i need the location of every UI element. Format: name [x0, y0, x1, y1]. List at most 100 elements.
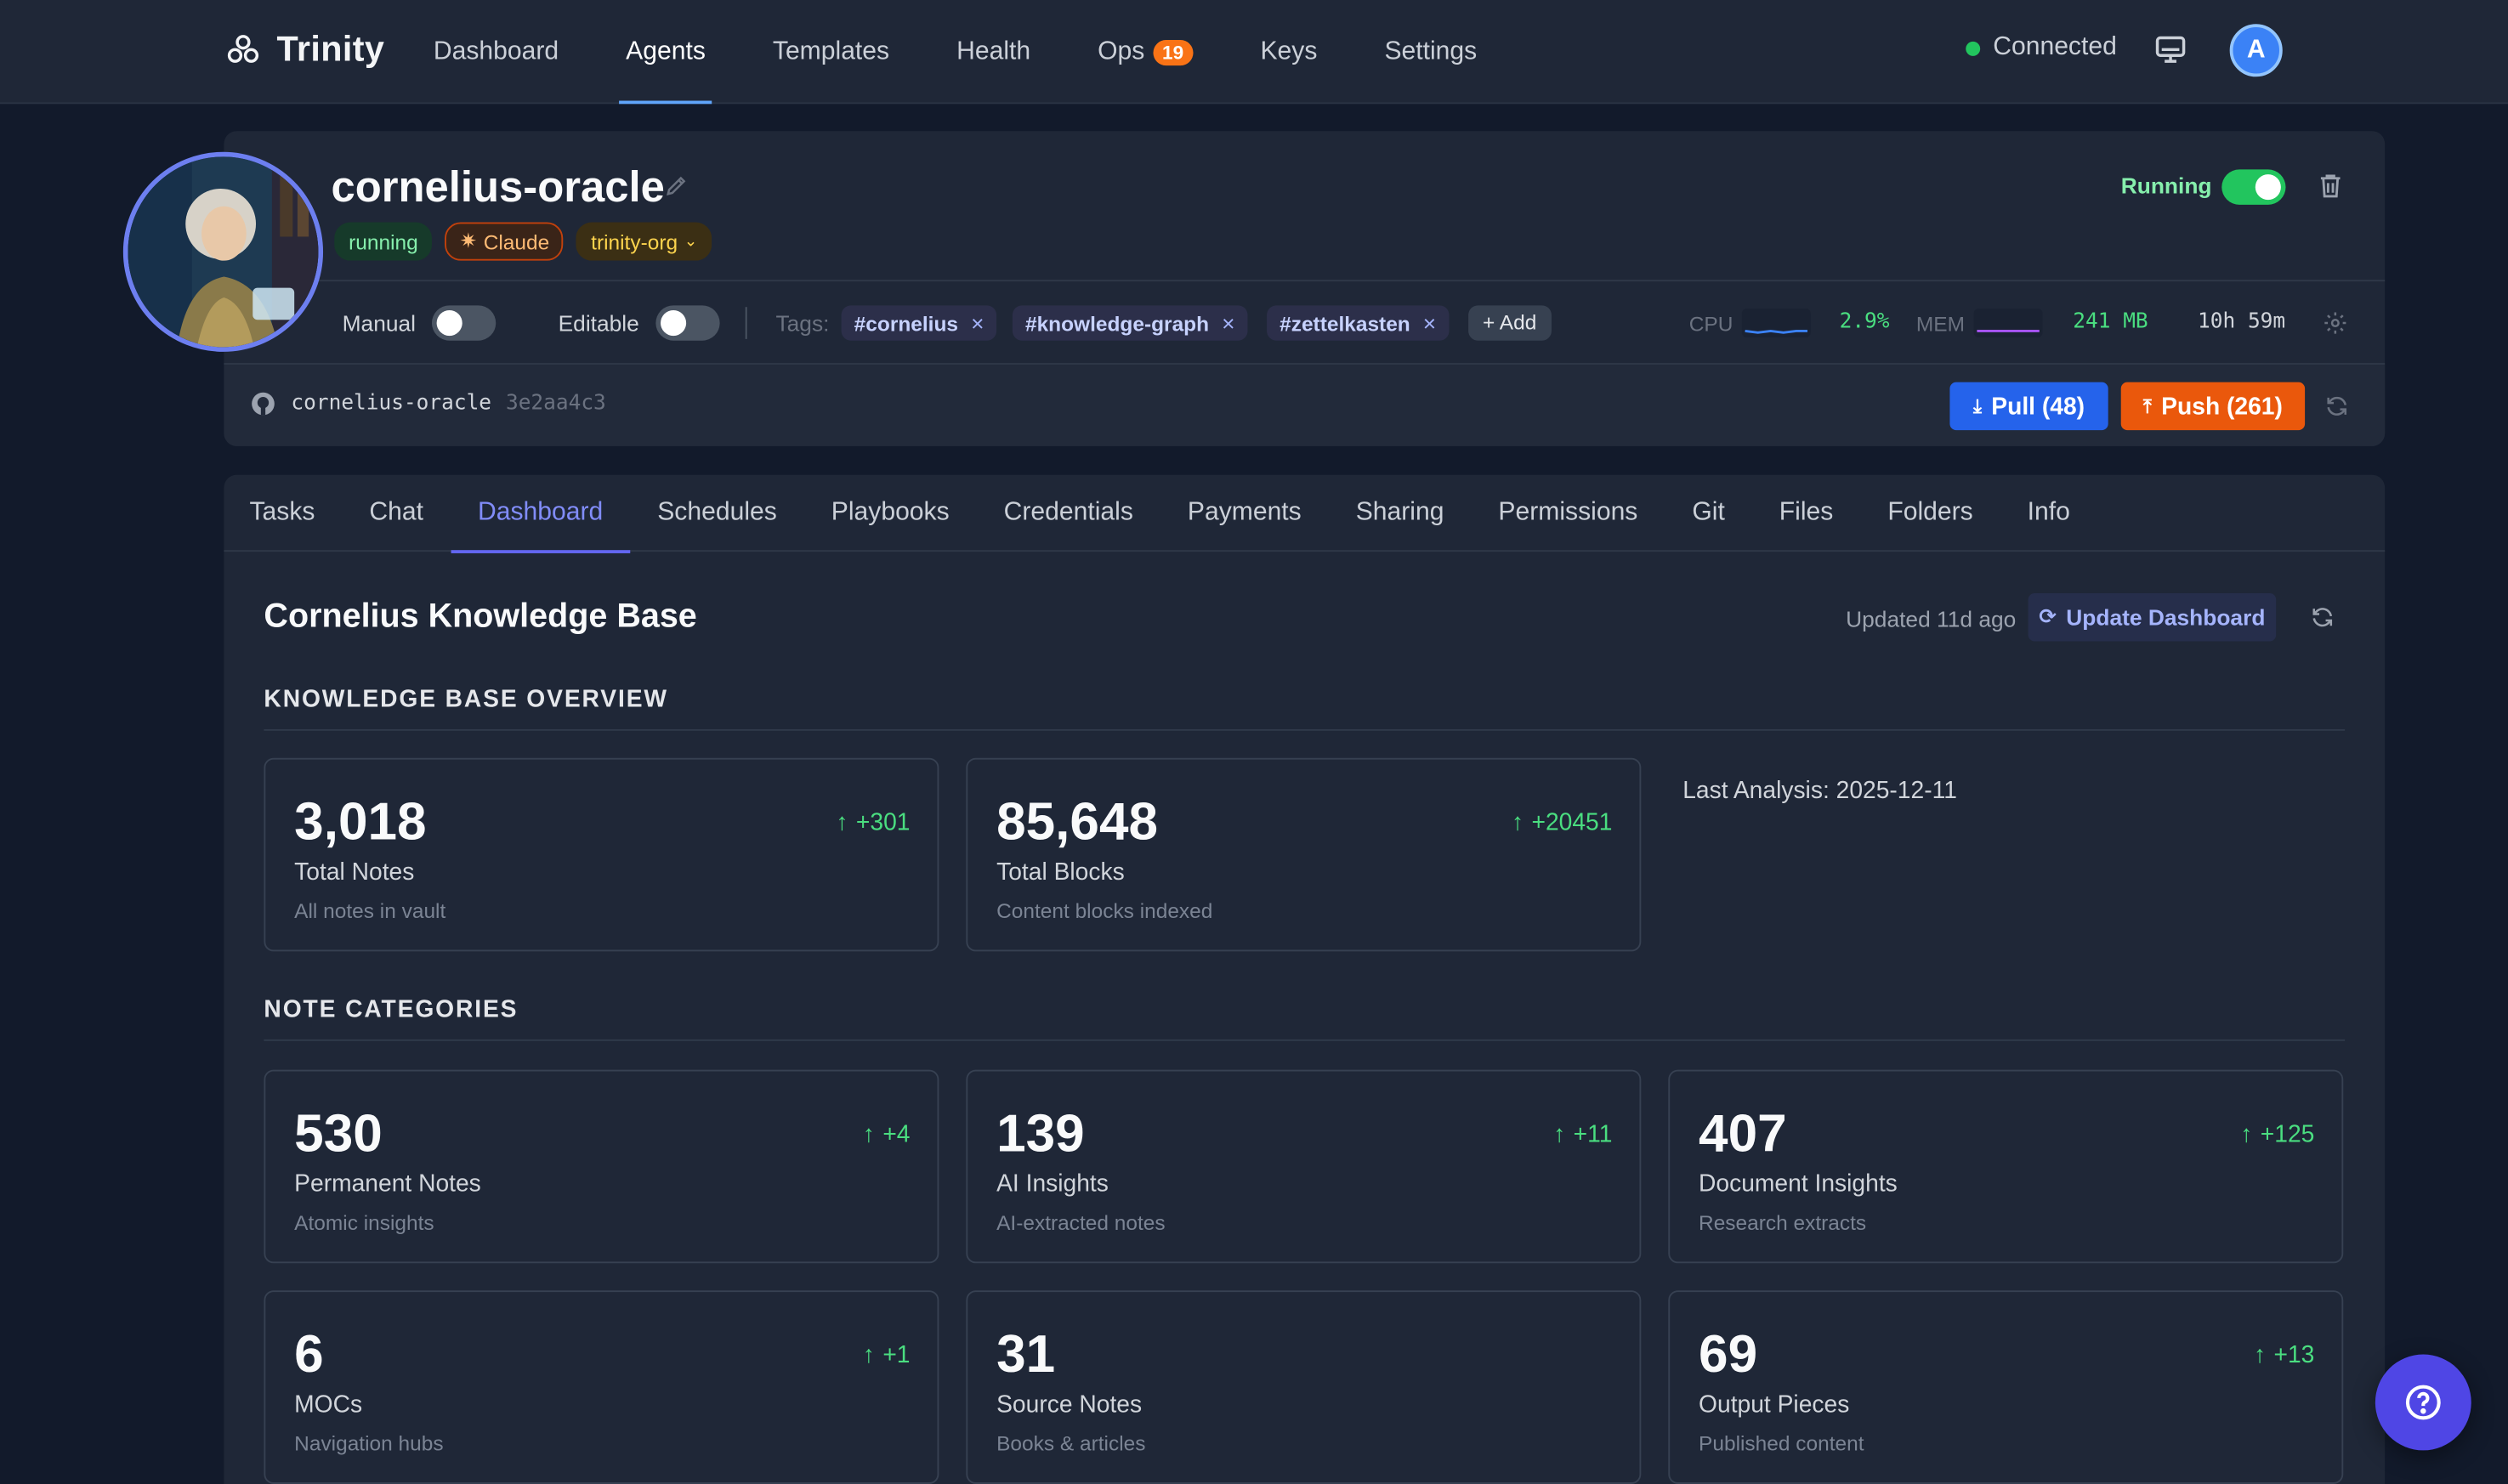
- agent-header-card: cornelius-oracle running ✷ Claude trinity…: [224, 131, 2386, 446]
- close-icon[interactable]: ×: [971, 309, 984, 337]
- gear-icon[interactable]: [2323, 310, 2348, 336]
- tab-payments[interactable]: Payments: [1187, 498, 1302, 526]
- agent-avatar: [122, 151, 324, 352]
- nav-settings[interactable]: Settings: [1384, 0, 1477, 104]
- nav-dashboard[interactable]: Dashboard: [434, 0, 559, 104]
- repo-info[interactable]: cornelius-oracle 3e2aa4c3: [249, 390, 606, 417]
- arrow-up-icon: ↑: [836, 808, 848, 836]
- arrow-up-icon: ↑: [862, 1120, 875, 1148]
- upload-icon: ⤒: [2142, 394, 2152, 417]
- nav-label: Keys: [1260, 37, 1318, 65]
- section-divider: [264, 728, 2346, 731]
- divider: [745, 307, 747, 339]
- stat-description: All notes in vault: [294, 898, 446, 923]
- close-icon[interactable]: ×: [1422, 309, 1437, 337]
- user-avatar[interactable]: A: [2229, 24, 2283, 77]
- brand-name: Trinity: [276, 28, 385, 69]
- tab-dashboard[interactable]: Dashboard: [450, 475, 631, 553]
- stat-value: 85,648: [996, 791, 1159, 851]
- update-dashboard-label: Update Dashboard: [2066, 604, 2266, 631]
- push-label: Push (261): [2161, 392, 2283, 420]
- cpu-sparkline: [1741, 309, 1811, 337]
- help-button[interactable]: [2375, 1354, 2471, 1451]
- stat-label: Total Blocks: [996, 858, 1125, 886]
- connection-label: Connected: [1993, 33, 2117, 61]
- tab-schedules[interactable]: Schedules: [657, 498, 777, 526]
- arrow-up-icon: ↑: [862, 1341, 875, 1369]
- nav-label: Agents: [626, 37, 706, 65]
- help-icon: [2405, 1385, 2441, 1420]
- nav-keys[interactable]: Keys: [1260, 0, 1317, 104]
- stat-card-total-blocks: 85,648 ↑ +20451 Total Blocks Content bloc…: [966, 757, 1642, 952]
- tag-chip[interactable]: #knowledge-graph ×: [1012, 305, 1248, 341]
- download-icon: ⤓: [1973, 394, 1982, 417]
- agent-name: cornelius-oracle: [331, 162, 665, 212]
- org-label: trinity-org: [591, 229, 678, 254]
- nav-agents[interactable]: Agents: [619, 0, 712, 105]
- arrow-up-icon: ↑: [1511, 808, 1524, 836]
- org-selector[interactable]: trinity-org ⌄: [576, 222, 712, 261]
- run-state-label: Running: [2120, 173, 2212, 199]
- mem-value: 241 MB: [2073, 309, 2148, 335]
- stat-delta: ↑ +13: [2254, 1341, 2314, 1368]
- tab-sharing[interactable]: Sharing: [1355, 498, 1444, 526]
- tab-tasks[interactable]: Tasks: [249, 498, 315, 526]
- add-tag-button[interactable]: + Add: [1468, 305, 1552, 341]
- tab-credentials[interactable]: Credentials: [1003, 498, 1133, 526]
- tab-folders[interactable]: Folders: [1887, 498, 1973, 526]
- commit-sha: 3e2aa4c3: [505, 391, 606, 416]
- stat-description: Books & articles: [996, 1430, 1146, 1456]
- running-toggle[interactable]: [2221, 169, 2286, 205]
- stat-value: 139: [996, 1103, 1085, 1163]
- status-dot-icon: [1966, 40, 1981, 55]
- tag-chip[interactable]: #zettelkasten ×: [1267, 305, 1450, 341]
- sync-icon[interactable]: [2324, 394, 2350, 419]
- stat-delta: ↑ +301: [836, 809, 910, 836]
- stat-label: Total Notes: [294, 858, 415, 886]
- sparkle-icon: ✷: [459, 229, 478, 253]
- nav-templates[interactable]: Templates: [773, 0, 889, 104]
- push-button[interactable]: ⤒ Push (261): [2120, 382, 2306, 431]
- editable-toggle[interactable]: [655, 305, 720, 341]
- uptime-value: 10h 59m: [2198, 309, 2286, 335]
- brand[interactable]: Trinity: [225, 29, 384, 71]
- tab-info[interactable]: Info: [2027, 498, 2070, 526]
- refresh-icon: ⟳: [2039, 604, 2057, 629]
- stat-card-output-pieces: 69 ↑ +13 Output Pieces Published content: [1668, 1290, 2344, 1484]
- stat-delta: ↑ +125: [2240, 1121, 2314, 1148]
- pull-button[interactable]: ⤓ Pull (48): [1949, 382, 2108, 431]
- delta-value: +125: [2260, 1120, 2315, 1148]
- tab-permissions[interactable]: Permissions: [1498, 498, 1638, 526]
- update-dashboard-button[interactable]: ⟳ Update Dashboard: [2028, 592, 2277, 642]
- stat-delta: ↑ +4: [863, 1121, 911, 1148]
- ops-count-badge: 19: [1152, 39, 1194, 65]
- stat-description: Navigation hubs: [294, 1430, 444, 1456]
- arrow-up-icon: ↑: [2240, 1120, 2253, 1148]
- tab-git[interactable]: Git: [1692, 498, 1725, 526]
- last-analysis-text: Last Analysis: 2025-12-11: [1682, 777, 1957, 805]
- trash-icon[interactable]: [2316, 169, 2345, 201]
- stat-label: Document Insights: [1699, 1170, 1898, 1198]
- pull-label: Pull (48): [1991, 392, 2085, 420]
- tab-playbooks[interactable]: Playbooks: [831, 498, 950, 526]
- nav-ops[interactable]: Ops 19: [1098, 0, 1194, 104]
- close-icon[interactable]: ×: [1222, 309, 1235, 337]
- stat-card-total-notes: 3,018 ↑ +301 Total Notes All notes in vau…: [264, 757, 939, 952]
- manual-toggle[interactable]: [431, 305, 496, 341]
- stat-card-permanent-notes: 530 ↑ +4 Permanent Notes Atomic insights: [264, 1069, 939, 1264]
- tab-files[interactable]: Files: [1779, 498, 1834, 526]
- stat-card-source-notes: 31 Source Notes Books & articles: [966, 1290, 1642, 1484]
- mem-sparkline: [1973, 309, 2043, 337]
- main-nav: Dashboard Agents Templates Health Ops 19 …: [434, 0, 1544, 105]
- refresh-icon[interactable]: [2310, 604, 2335, 630]
- stat-description: AI-extracted notes: [996, 1210, 1166, 1235]
- pencil-icon[interactable]: [664, 173, 689, 198]
- section-heading-overview: KNOWLEDGE BASE OVERVIEW: [264, 686, 668, 714]
- tag-chip[interactable]: #cornelius ×: [841, 305, 997, 341]
- cpu-label: CPU: [1688, 311, 1733, 337]
- tab-chat[interactable]: Chat: [369, 498, 424, 526]
- nav-health[interactable]: Health: [956, 0, 1030, 104]
- delta-value: +301: [855, 808, 911, 836]
- monitor-icon[interactable]: [2153, 32, 2187, 67]
- tag-label: #zettelkasten: [1280, 310, 1410, 336]
